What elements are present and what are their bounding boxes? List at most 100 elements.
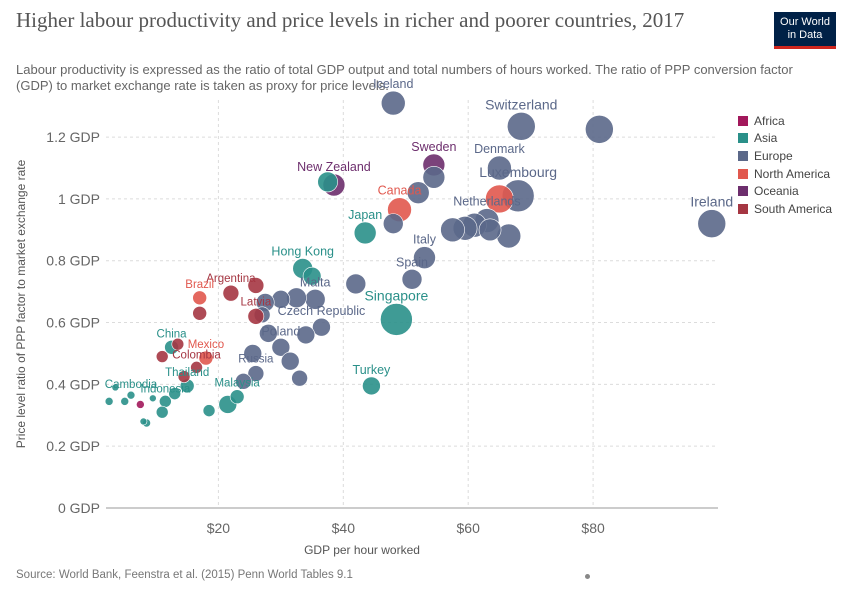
- data-point: [296, 325, 316, 345]
- point-label: Czech Republic: [278, 304, 366, 318]
- legend-item[interactable]: South America: [738, 200, 848, 218]
- data-point: [280, 351, 300, 371]
- legend-swatch: [738, 168, 748, 179]
- y-tick-label: 1 GDP: [58, 191, 100, 207]
- legend-item[interactable]: Oceania: [738, 182, 848, 200]
- point-label: Canada: [378, 184, 422, 198]
- legend-label: Europe: [754, 148, 793, 163]
- data-point: [136, 400, 145, 409]
- legend-item[interactable]: Asia: [738, 130, 848, 148]
- data-point: [155, 350, 169, 363]
- data-point: [271, 337, 291, 357]
- timeline-dot-icon[interactable]: [585, 574, 590, 579]
- data-point: [291, 369, 308, 387]
- x-tick-label: $80: [581, 520, 605, 536]
- data-point: [401, 268, 423, 290]
- point-label: Singapore: [364, 287, 428, 303]
- chart-subtitle: Labour productivity is expressed as the …: [16, 62, 793, 93]
- point-label: New Zealand: [297, 160, 371, 174]
- point-label: Colombia: [172, 349, 221, 361]
- data-point: [222, 284, 240, 302]
- legend-label: Africa: [754, 113, 785, 128]
- data-point: [192, 290, 207, 306]
- data-point: [120, 397, 130, 406]
- data-point: [139, 417, 148, 426]
- data-point: [259, 324, 278, 343]
- data-point: [382, 213, 404, 234]
- legend-swatch: [738, 150, 748, 161]
- data-point: [485, 184, 514, 214]
- point-label: Mexico: [188, 339, 224, 351]
- data-points: [104, 90, 727, 428]
- x-tick-label: $20: [207, 520, 231, 536]
- y-tick-label: 0.4 GDP: [46, 376, 100, 392]
- point-label: Sweden: [411, 140, 456, 154]
- point-label: China: [157, 328, 188, 340]
- y-tick-label: 1.2 GDP: [46, 129, 100, 145]
- data-point: [235, 372, 252, 390]
- data-point: [422, 165, 446, 189]
- data-point: [202, 404, 216, 417]
- legend-label: South America: [754, 201, 833, 216]
- data-point: [440, 217, 465, 243]
- source-note[interactable]: Source: World Bank, Feenstra et al. (201…: [16, 569, 353, 581]
- legend-swatch: [738, 133, 748, 144]
- data-point: [362, 376, 381, 396]
- data-point: [126, 390, 136, 400]
- data-point: [192, 305, 207, 321]
- point-label: Netherlands: [453, 195, 520, 209]
- point-label: Hong Kong: [271, 244, 334, 258]
- data-point: [317, 171, 338, 193]
- data-point: [159, 395, 172, 408]
- point-label: Turkey: [353, 363, 391, 377]
- chart-title: Higher labour productivity and price lev…: [16, 8, 685, 32]
- point-label: Luxembourg: [479, 164, 557, 180]
- point-label: Italy: [413, 233, 437, 247]
- data-point: [406, 181, 430, 205]
- legend-item[interactable]: Africa: [738, 112, 848, 130]
- logo-line-1: Our World: [780, 16, 830, 28]
- legend-swatch: [738, 115, 748, 126]
- x-axis-label: GDP per hour worked: [304, 543, 420, 557]
- point-label: Ireland: [690, 194, 733, 210]
- point-label: Indonesia: [140, 383, 190, 395]
- point-label: Iceland: [373, 77, 413, 91]
- data-point: [697, 209, 727, 238]
- y-tick-label: 0.8 GDP: [46, 253, 100, 269]
- point-labels: Iceland Switzerland Denmark Luxembourg Swede…: [105, 77, 733, 395]
- data-point: [149, 394, 157, 403]
- legend-swatch: [738, 203, 748, 214]
- data-point: [243, 344, 263, 363]
- data-point: [380, 303, 413, 336]
- data-point: [353, 221, 377, 245]
- legend-label: Oceania: [754, 184, 799, 199]
- y-axis-label: Price level ratio of PPP factor to marke…: [14, 159, 28, 448]
- y-tick-label: 0 GDP: [58, 500, 100, 516]
- y-tick-label: 0.6 GDP: [46, 315, 100, 331]
- data-point: [177, 370, 191, 383]
- point-label: Malta: [300, 275, 331, 289]
- point-label: Denmark: [474, 142, 525, 156]
- legend-item[interactable]: North America: [738, 165, 848, 183]
- data-point: [155, 405, 169, 419]
- point-label: Switzerland: [485, 96, 557, 112]
- legend-item[interactable]: Europe: [738, 147, 848, 165]
- point-label: Japan: [348, 208, 382, 222]
- data-point: [171, 337, 185, 351]
- axes: 0 GDP 0.2 GDP 0.4 GDP 0.6 GDP 0.8 GDP 1 GDP 1.…: [14, 129, 718, 557]
- data-point: [312, 317, 331, 337]
- data-point: [506, 111, 536, 141]
- point-label: Thailand: [165, 367, 209, 379]
- legend-swatch: [738, 186, 748, 197]
- data-point: [413, 246, 436, 269]
- data-point: [190, 361, 203, 374]
- data-point: [302, 266, 322, 286]
- point-label: Latvia: [241, 296, 272, 308]
- y-tick-label: 0.2 GDP: [46, 438, 100, 454]
- point-label: Malaysia: [214, 378, 260, 390]
- data-point: [380, 90, 406, 116]
- owid-logo[interactable]: Our World in Data: [774, 12, 836, 49]
- x-tick-label: $40: [332, 520, 356, 536]
- point-label: Cambodia: [105, 379, 158, 391]
